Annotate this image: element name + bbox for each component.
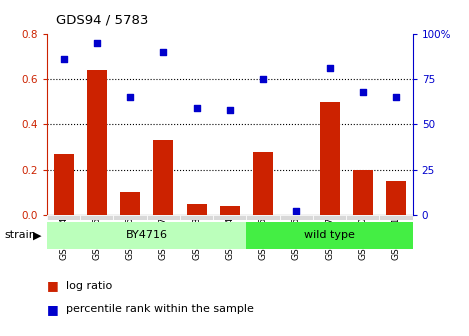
Bar (319, 101, 340, 215)
Bar (47, 215, 80, 220)
Bar (120, 192, 140, 215)
Point (393, 94, 400, 100)
Bar (379, 215, 413, 220)
Bar (253, 152, 273, 215)
Point (326, 66, 333, 71)
Point (259, 76, 267, 82)
Point (159, 49, 167, 54)
Bar (153, 140, 173, 215)
Bar (87, 70, 107, 215)
Bar (213, 215, 246, 220)
Bar (53, 154, 74, 215)
Text: BY4716: BY4716 (126, 230, 168, 240)
Text: strain: strain (5, 230, 37, 240)
Point (359, 89, 367, 94)
Bar (386, 181, 406, 215)
Text: ▶: ▶ (33, 230, 41, 240)
Point (293, 209, 300, 214)
Bar (220, 206, 240, 215)
Bar (313, 215, 346, 220)
Point (93, 40, 100, 45)
Text: ■: ■ (47, 303, 59, 316)
Bar (113, 215, 147, 220)
Bar (280, 215, 313, 220)
Text: log ratio: log ratio (66, 281, 112, 291)
Bar (353, 170, 373, 215)
Bar (80, 215, 113, 220)
Point (126, 94, 134, 100)
Bar (180, 215, 213, 220)
Text: wild type: wild type (304, 230, 355, 240)
Bar (147, 215, 180, 220)
Bar (246, 215, 280, 220)
Text: ■: ■ (47, 279, 59, 292)
Text: percentile rank within the sample: percentile rank within the sample (66, 304, 254, 314)
Bar (346, 215, 379, 220)
Bar (246, 222, 413, 249)
Point (193, 105, 200, 111)
Point (226, 107, 234, 113)
Point (60, 56, 67, 62)
Bar (47, 222, 246, 249)
Bar (187, 204, 206, 215)
Text: GDS94 / 5783: GDS94 / 5783 (56, 14, 149, 27)
